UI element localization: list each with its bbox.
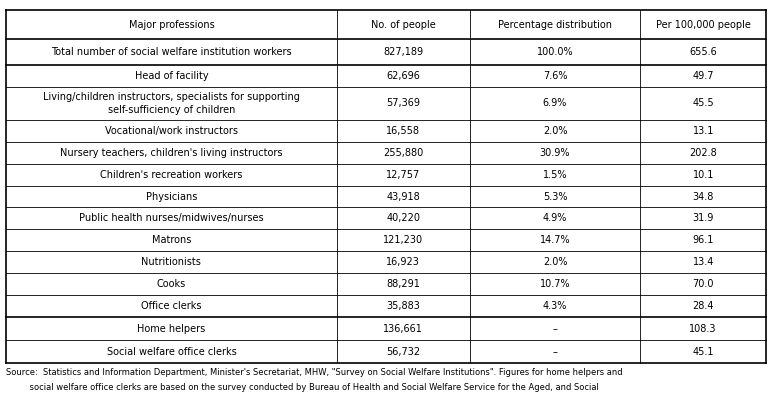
Text: 88,291: 88,291	[386, 279, 420, 289]
Text: 10.7%: 10.7%	[540, 279, 571, 289]
Text: 655.6: 655.6	[689, 47, 717, 57]
Text: Total number of social welfare institution workers: Total number of social welfare instituti…	[51, 47, 292, 57]
Text: Children's recreation workers: Children's recreation workers	[100, 170, 242, 180]
Text: 16,923: 16,923	[386, 257, 420, 267]
Text: 5.3%: 5.3%	[543, 192, 567, 201]
Text: Home helpers: Home helpers	[137, 324, 205, 334]
Text: Physicians: Physicians	[146, 192, 197, 201]
Text: 2.0%: 2.0%	[543, 257, 567, 267]
Text: 14.7%: 14.7%	[540, 235, 571, 245]
Text: 96.1: 96.1	[692, 235, 714, 245]
Text: Public health nurses/midwives/nurses: Public health nurses/midwives/nurses	[79, 213, 264, 223]
Text: 31.9: 31.9	[692, 213, 714, 223]
Text: 62,696: 62,696	[386, 71, 420, 81]
Text: Nursery teachers, children's living instructors: Nursery teachers, children's living inst…	[60, 148, 283, 158]
Text: 45.1: 45.1	[692, 347, 714, 357]
Text: 16,558: 16,558	[386, 126, 420, 136]
Text: 6.9%: 6.9%	[543, 98, 567, 109]
Text: Major professions: Major professions	[128, 20, 215, 30]
Text: social welfare office clerks are based on the survey conducted by Bureau of Heal: social welfare office clerks are based o…	[6, 383, 599, 393]
Text: 40,220: 40,220	[386, 213, 420, 223]
Text: Nutritionists: Nutritionists	[141, 257, 201, 267]
Text: Matrons: Matrons	[152, 235, 191, 245]
Text: 56,732: 56,732	[386, 347, 420, 357]
Text: 13.4: 13.4	[692, 257, 714, 267]
Text: Percentage distribution: Percentage distribution	[498, 20, 612, 30]
Text: Living/children instructors, specialists for supporting
self-sufficiency of chil: Living/children instructors, specialists…	[43, 92, 300, 115]
Text: Per 100,000 people: Per 100,000 people	[655, 20, 750, 30]
Text: 35,883: 35,883	[386, 301, 420, 311]
Text: 2.0%: 2.0%	[543, 126, 567, 136]
Text: 57,369: 57,369	[386, 98, 420, 109]
Text: 7.6%: 7.6%	[543, 71, 567, 81]
Text: Social welfare office clerks: Social welfare office clerks	[107, 347, 236, 357]
Text: 45.5: 45.5	[692, 98, 714, 109]
Text: –: –	[553, 324, 557, 334]
Text: Cooks: Cooks	[157, 279, 186, 289]
Text: 202.8: 202.8	[689, 148, 717, 158]
Text: 1.5%: 1.5%	[543, 170, 567, 180]
Text: 12,757: 12,757	[386, 170, 420, 180]
Text: 108.3: 108.3	[689, 324, 717, 334]
Text: 43,918: 43,918	[386, 192, 420, 201]
Text: 30.9%: 30.9%	[540, 148, 571, 158]
Text: Source:  Statistics and Information Department, Minister's Secretariat, MHW, "Su: Source: Statistics and Information Depar…	[6, 368, 623, 377]
Text: 4.3%: 4.3%	[543, 301, 567, 311]
Text: 13.1: 13.1	[692, 126, 714, 136]
Text: 255,880: 255,880	[383, 148, 423, 158]
Text: –: –	[553, 347, 557, 357]
Text: 28.4: 28.4	[692, 301, 714, 311]
Text: 4.9%: 4.9%	[543, 213, 567, 223]
Text: 827,189: 827,189	[383, 47, 423, 57]
Text: Office clerks: Office clerks	[141, 301, 201, 311]
Text: 136,661: 136,661	[383, 324, 423, 334]
Text: 70.0: 70.0	[692, 279, 714, 289]
Text: No. of people: No. of people	[371, 20, 435, 30]
Text: 34.8: 34.8	[692, 192, 714, 201]
Text: 121,230: 121,230	[383, 235, 423, 245]
Text: 49.7: 49.7	[692, 71, 714, 81]
Text: Head of facility: Head of facility	[134, 71, 208, 81]
Text: Vocational/work instructors: Vocational/work instructors	[105, 126, 238, 136]
Text: 10.1: 10.1	[692, 170, 714, 180]
Text: 100.0%: 100.0%	[537, 47, 574, 57]
